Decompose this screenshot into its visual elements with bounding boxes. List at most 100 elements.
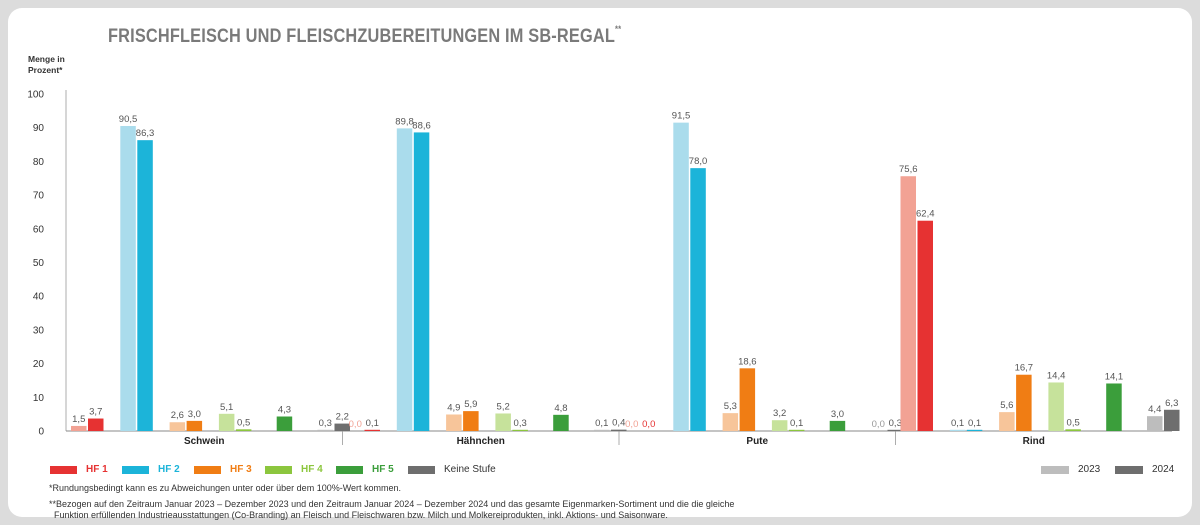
bar-hf-3-schwein-2024: [186, 420, 203, 431]
legend-swatch-hf2: [122, 465, 149, 474]
data-label-keine-stufe-hähnchen-2024: 0,4: [612, 418, 625, 429]
data-label-hf-4-hähnchen-2024: 0,3: [514, 418, 527, 429]
chart-card: [8, 8, 1192, 517]
bar-hf-4-rind-2024: [1065, 429, 1081, 431]
bar-keine-stufe-rind-2024: [1164, 409, 1180, 431]
bar-hf-2-pute-2024: [690, 168, 706, 431]
data-label-hf-3-pute-2023: 5,3: [724, 401, 737, 412]
data-label-hf-2-rind-2023: 0,1: [951, 418, 964, 429]
data-label-keine-stufe-pute-2024: 0,3: [889, 418, 902, 429]
bar-hf-5-rind-2024: [1106, 383, 1122, 431]
bar-hf-2-hähnchen-2024: [413, 132, 430, 431]
data-label-hf-4-schwein-2023: 5,1: [220, 402, 233, 413]
x-group-label-pute: Pute: [746, 436, 768, 447]
legend-item-hf5: HF 5: [336, 464, 394, 475]
bar-keine-stufe-rind-2023: [1147, 416, 1163, 431]
bar-hf-5-pute-2024: [829, 420, 846, 431]
data-label-hf-1-schwein-2024: 3,7: [89, 407, 102, 418]
data-label-hf-5-rind-2024: 14,1: [1105, 371, 1124, 382]
legend-swatch-2023: [1041, 465, 1069, 474]
data-label-hf-5-schwein-2024: 4,3: [278, 405, 291, 416]
legend-label-hf3: HF 3: [230, 464, 252, 475]
legend-label-hf1: HF 1: [86, 464, 108, 475]
bar-hf-1-rind-2023: [900, 176, 916, 431]
bar-hf-1-hähnchen-2024: [364, 429, 380, 431]
legend-swatch-hf1: [50, 465, 77, 474]
chart-title: FRISCHFLEISCH UND FLEISCHZUBEREITUNGEN I…: [108, 24, 622, 47]
data-label-hf-2-hähnchen-2023: 89,8: [395, 116, 414, 127]
bar-hf-4-pute-2024: [788, 429, 805, 431]
data-label-hf-1-rind-2024: 62,4: [916, 209, 935, 220]
bar-hf-4-schwein-2023: [218, 413, 235, 431]
footnote-period-line2: Funktion erfüllenden Industrieausstattun…: [54, 509, 668, 520]
data-label-hf-3-rind-2024: 16,7: [1015, 363, 1034, 374]
bar-hf-1-rind-2024: [917, 220, 933, 431]
bar-hf-2-schwein-2024: [137, 140, 153, 431]
legend-swatch-hf5: [336, 465, 363, 474]
bar-hf-4-pute-2023: [771, 420, 788, 431]
x-group-label-hähnchen: Hähnchen: [457, 436, 505, 447]
y-tick-label-100: 100: [27, 90, 44, 101]
data-label-hf-5-hähnchen-2024: 4,8: [554, 403, 567, 414]
bar-hf-3-pute-2024: [739, 368, 756, 431]
legend-swatch-2024: [1115, 465, 1143, 474]
data-label-hf-1-rind-2023: 75,6: [899, 164, 918, 175]
bar-hf-1-schwein-2024: [88, 418, 104, 431]
data-label-keine-stufe-hähnchen-2023: 0,1: [595, 418, 608, 429]
legend-label-hf2: HF 2: [158, 464, 180, 475]
data-label-hf-1-hähnchen-2024: 0,1: [366, 418, 379, 429]
bar-hf-4-schwein-2024: [235, 429, 252, 431]
legend-swatch-hf3: [194, 465, 221, 474]
data-label-hf-5-pute-2024: 3,0: [831, 409, 844, 420]
data-label-hf-4-rind-2023: 14,4: [1047, 370, 1066, 381]
data-label-keine-stufe-rind-2023: 4,4: [1148, 404, 1161, 415]
bar-hf-2-hähnchen-2023: [396, 128, 413, 431]
data-label-hf-4-hähnchen-2023: 5,2: [497, 401, 510, 412]
data-label-keine-stufe-pute-2023: 0,0: [872, 419, 885, 430]
bar-hf-2-schwein-2023: [120, 126, 136, 431]
y-tick-label-30: 30: [33, 325, 45, 336]
data-label-hf-3-pute-2024: 18,6: [738, 356, 757, 367]
data-label-hf-4-schwein-2024: 0,5: [237, 417, 250, 428]
data-label-hf-2-schwein-2023: 90,5: [119, 114, 138, 125]
data-label-hf-2-rind-2024: 0,1: [968, 418, 981, 429]
bar-hf-3-hähnchen-2024: [463, 411, 479, 431]
data-label-keine-stufe-rind-2024: 6,3: [1165, 398, 1178, 409]
data-label-keine-stufe-schwein-2024: 2,2: [336, 412, 349, 423]
bar-hf-2-rind-2023: [949, 429, 966, 431]
bar-hf-3-schwein-2023: [169, 422, 186, 431]
legend-item-hf3: HF 3: [194, 464, 252, 475]
legend-item-2023: 2023: [1041, 464, 1100, 475]
legend-item-2024: 2024: [1115, 464, 1174, 475]
footnote-period: **Bezogen auf den Zeitraum Januar 2023 –…: [49, 499, 809, 520]
y-tick-label-40: 40: [33, 292, 45, 303]
footnote-period-line1: **Bezogen auf den Zeitraum Januar 2023 –…: [49, 499, 735, 509]
data-label-hf-1-hähnchen-2023: 0,0: [349, 419, 362, 430]
bar-hf-5-hähnchen-2024: [553, 414, 569, 431]
y-tick-label-80: 80: [33, 157, 45, 168]
legend-label-keine-stufe: Keine Stufe: [444, 464, 496, 475]
bar-keine-stufe-hähnchen-2024: [611, 429, 627, 431]
x-group-label-schwein: Schwein: [184, 436, 225, 447]
y-axis-label: Menge in Prozent*: [28, 54, 65, 75]
legend-label-hf4: HF 4: [301, 464, 323, 475]
bar-hf-4-rind-2023: [1048, 382, 1064, 431]
data-label-hf-1-pute-2024: 0,0: [642, 419, 655, 430]
legend-label-2023: 2023: [1078, 464, 1101, 475]
legend-swatch-keine-stufe: [408, 465, 435, 474]
bar-hf-2-pute-2023: [673, 122, 689, 432]
bar-hf-4-hähnchen-2023: [495, 413, 511, 431]
x-group-label-rind: Rind: [1023, 436, 1045, 447]
bar-hf-5-schwein-2024: [276, 416, 293, 431]
data-label-hf-3-rind-2023: 5,6: [1000, 400, 1013, 411]
y-tick-label-60: 60: [33, 224, 45, 235]
legend-swatch-hf4: [265, 465, 292, 474]
y-tick-label-10: 10: [33, 393, 45, 404]
data-label-hf-2-pute-2023: 91,5: [672, 111, 691, 122]
data-label-hf-3-hähnchen-2024: 5,9: [464, 399, 477, 410]
legend-item-hf1: HF 1: [50, 464, 108, 475]
data-label-hf-4-rind-2024: 0,5: [1067, 417, 1080, 428]
bar-keine-stufe-schwein-2023: [317, 429, 333, 431]
data-label-hf-2-pute-2024: 78,0: [689, 156, 708, 167]
